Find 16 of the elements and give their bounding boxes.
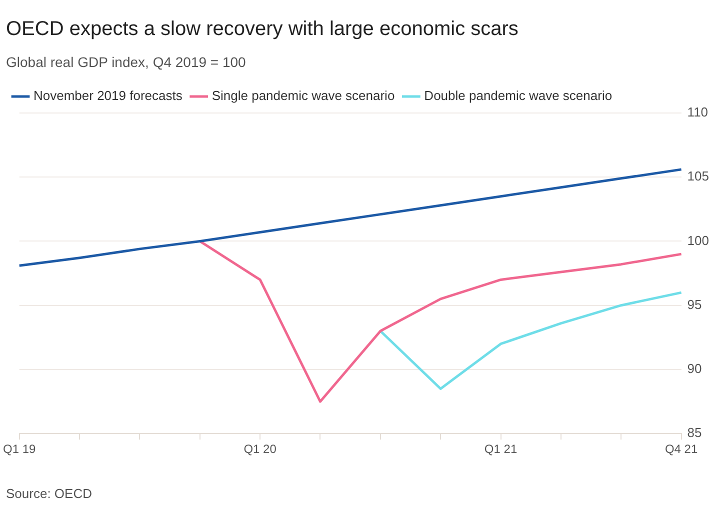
chart-subtitle: Global real GDP index, Q4 2019 = 100: [6, 54, 246, 70]
y-tick-label: 95: [687, 296, 702, 312]
y-tick-label: 105: [687, 168, 710, 184]
y-tick-label: 90: [687, 361, 702, 376]
x-tick-label: Q1 20: [244, 442, 277, 456]
x-tick-label: Q1 21: [484, 442, 518, 456]
x-tick-label: Q1 19: [2, 442, 36, 456]
legend-label: Double pandemic wave scenario: [424, 88, 612, 104]
x-tick-label: Q4 21: [664, 442, 698, 456]
y-tick-label: 85: [687, 425, 702, 440]
y-tick-label: 110: [687, 104, 708, 120]
legend-label: Single pandemic wave scenario: [212, 88, 395, 104]
source-note: Source: OECD: [6, 486, 92, 501]
y-tick-label: 100: [687, 232, 710, 248]
chart-title: OECD expects a slow recovery with large economic scars: [6, 18, 518, 41]
legend-label: November 2019 forecasts: [34, 88, 183, 104]
